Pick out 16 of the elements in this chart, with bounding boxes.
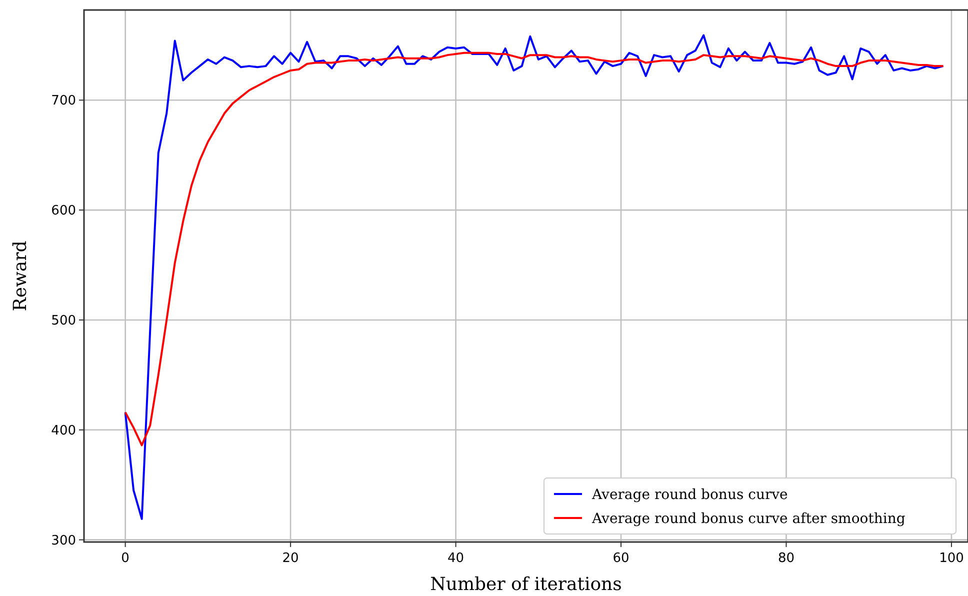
y-tick-label: 400 xyxy=(51,423,76,438)
x-tick-label: 80 xyxy=(778,551,795,566)
x-tick-label: 60 xyxy=(612,551,630,566)
x-axis-title: Number of iterations xyxy=(430,574,622,595)
y-tick-label: 300 xyxy=(51,533,76,548)
legend-label: Average round bonus curve xyxy=(591,486,788,503)
line-series xyxy=(124,52,944,446)
x-tick-label: 40 xyxy=(448,551,464,566)
legend-label: Average round bonus curve after smoothing xyxy=(591,510,906,527)
y-tick-label: 600 xyxy=(51,204,76,219)
y-axis-title: Reward xyxy=(10,240,31,312)
x-tick-label: 0 xyxy=(121,551,130,566)
x-tick-label: 20 xyxy=(282,551,299,566)
y-tick-label: 500 xyxy=(51,314,76,329)
x-tick-label: 100 xyxy=(939,551,964,566)
y-tick-label: 700 xyxy=(51,94,76,109)
